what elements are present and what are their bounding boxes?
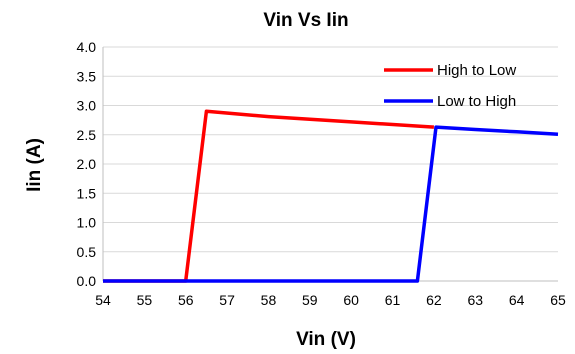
x-tick-label: 55 [137, 292, 153, 308]
legend: High to Low Low to High [384, 62, 516, 110]
series-line-low-to-high [103, 125, 559, 283]
legend-item-high-to-low: High to Low [384, 62, 516, 79]
x-tick-label: 57 [219, 292, 235, 308]
x-tick-label: 58 [261, 292, 277, 308]
x-tick-label: 63 [467, 292, 483, 308]
y-tick-label: 4.0 [77, 39, 97, 55]
x-tick-label: 54 [95, 292, 111, 308]
x-tick-label: 60 [343, 292, 359, 308]
x-tick-label: 65 [550, 292, 566, 308]
y-tick-label: 1.5 [77, 185, 97, 201]
y-axis-title: Iin (A) [24, 138, 45, 192]
x-tick-label: 56 [178, 292, 194, 308]
x-tick-label: 62 [426, 292, 442, 308]
y-tick-label: 1.0 [77, 215, 97, 231]
x-axis-ticks: 54 55 56 57 58 59 60 61 62 63 64 65 [95, 292, 566, 308]
x-axis-title: Vin (V) [296, 329, 356, 350]
legend-label: Low to High [437, 93, 516, 110]
y-tick-label: 2.5 [77, 127, 97, 143]
x-tick-label: 61 [385, 292, 401, 308]
y-tick-label: 3.5 [77, 68, 97, 84]
y-tick-label: 0.5 [77, 244, 97, 260]
x-tick-label: 64 [509, 292, 525, 308]
legend-label: High to Low [437, 62, 516, 79]
x-tick-label: 59 [302, 292, 318, 308]
legend-item-low-to-high: Low to High [384, 93, 516, 110]
chart-title: Vin Vs Iin [263, 10, 348, 31]
series-layer [103, 109, 559, 283]
y-tick-label: 0.0 [77, 273, 97, 289]
y-tick-label: 2.0 [77, 156, 97, 172]
y-tick-label: 3.0 [77, 98, 97, 114]
y-axis-ticks: 0.0 0.5 1.0 1.5 2.0 2.5 3.0 3.5 4.0 [77, 39, 97, 289]
